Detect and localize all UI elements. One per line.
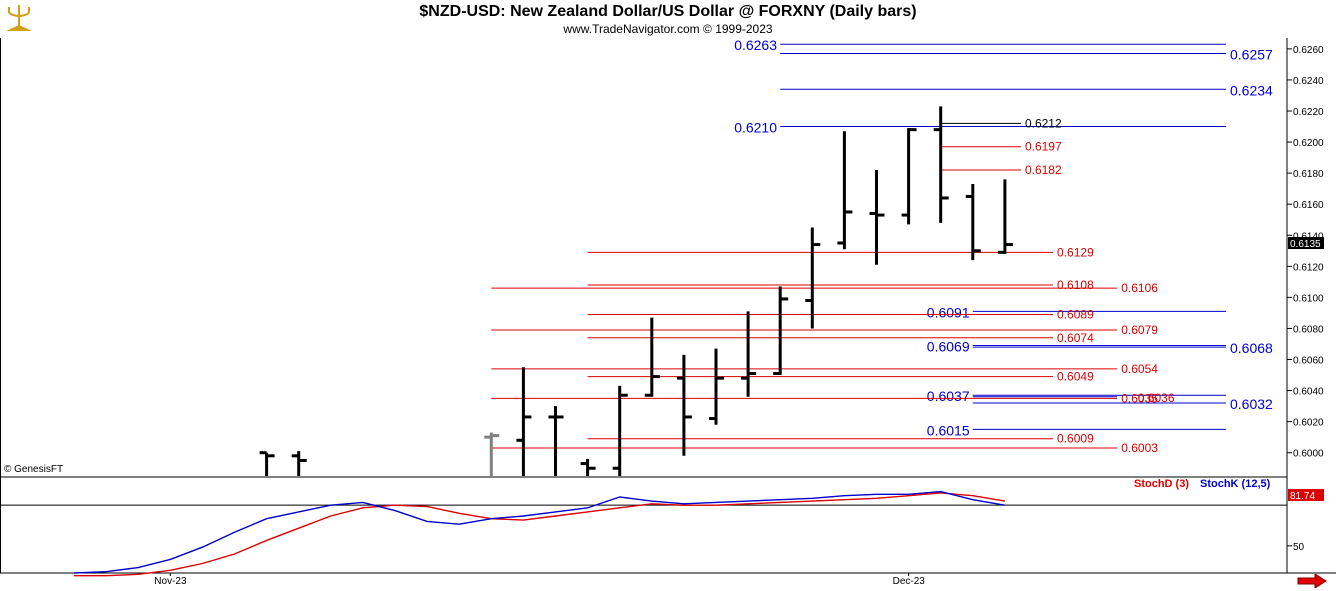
fib-level-label: 0.6263 <box>734 37 777 53</box>
fib-level-label: 0.6009 <box>1057 432 1094 446</box>
fib-level-label: 0.6257 <box>1230 47 1273 63</box>
time-axis: Nov-23 Dec-23 <box>154 573 925 587</box>
stoch-last-value-label: 81.74 <box>1290 491 1315 502</box>
fib-level-label: 0.6074 <box>1057 331 1094 345</box>
ohlc-bars <box>259 106 1013 476</box>
fib-level-label: 0.6015 <box>927 422 970 438</box>
fib-level-label: 0.6079 <box>1121 323 1158 337</box>
legend-stochd: StochD (3) <box>1134 478 1189 490</box>
fib-level-label: 0.6032 <box>1230 396 1273 412</box>
fib-level-label: 0.6068 <box>1230 340 1273 356</box>
price-tick-label: 0.6260 <box>1293 45 1324 56</box>
last-price-box <box>1288 237 1324 250</box>
stoch-line <box>74 492 1006 577</box>
fib-level-label: 0.6091 <box>927 304 970 320</box>
fib-level-label: 0.6069 <box>927 339 970 355</box>
price-tick-label: 0.6040 <box>1293 387 1324 398</box>
stochastic-panel: 50 81.74 StochD (3) StochK (12,5) <box>0 478 1324 577</box>
stoch-tick-label: 50 <box>1293 542 1305 553</box>
price-tick-label: 0.6180 <box>1293 169 1324 180</box>
copyright-label: © GenesisFT <box>4 464 63 475</box>
price-tick-label: 0.6020 <box>1293 418 1324 429</box>
price-tick-label: 0.6060 <box>1293 356 1324 367</box>
fib-level-label: 0.6234 <box>1230 82 1273 98</box>
fib-level-label: 0.6003 <box>1121 441 1158 455</box>
fib-level-label: 0.6197 <box>1025 140 1062 154</box>
left-border <box>0 38 1 573</box>
price-tick-label: 0.6120 <box>1293 262 1324 273</box>
fib-level-label: 0.6036 <box>1138 391 1175 405</box>
scroll-right-icon[interactable] <box>1297 574 1327 588</box>
price-axis: 0.6260 0.6240 0.6220 0.6200 0.6180 0.6160 0.61… <box>1287 45 1324 460</box>
price-tick-label: 0.6160 <box>1293 200 1324 211</box>
fib-level-label: 0.6108 <box>1057 278 1094 292</box>
last-price-label: 0.6135 <box>1290 239 1321 250</box>
fib-level-label: 0.6212 <box>1025 116 1062 130</box>
chart-title: $NZD-USD: New Zealand Dollar/US Dollar @… <box>419 3 917 20</box>
stoch-line <box>73 490 1006 574</box>
fib-level-label: 0.6037 <box>927 388 970 404</box>
fib-level-label: 0.6049 <box>1057 370 1094 384</box>
time-tick-label: Dec-23 <box>893 576 926 587</box>
price-tick-label: 0.6100 <box>1293 293 1324 304</box>
price-tick-label: 0.6000 <box>1293 449 1324 460</box>
chart-subtitle: www.TradeNavigator.com © 1999-2023 <box>563 22 773 36</box>
fib-level-label: 0.6106 <box>1121 281 1158 295</box>
fib-level-label: 0.6210 <box>734 120 777 136</box>
fib-level-label: 0.6089 <box>1057 307 1094 321</box>
fib-level-label: 0.6182 <box>1025 163 1062 177</box>
price-tick-label: 0.6080 <box>1293 324 1324 335</box>
fibonacci-levels: 0.6263 0.6257 0.6234 0.6210 0.6212 0.6197 0.61… <box>491 37 1273 455</box>
fib-level-label: 0.6035 <box>1121 391 1158 405</box>
price-tick-label: 0.6220 <box>1293 107 1324 118</box>
legend-stochk: StochK (12,5) <box>1200 478 1271 490</box>
gold-pitchfork-logo-icon <box>6 5 32 31</box>
price-tick-label: 0.6140 <box>1293 231 1324 242</box>
price-tick-label: 0.6240 <box>1293 76 1324 87</box>
price-tick-label: 0.6200 <box>1293 138 1324 149</box>
stoch-last-value-box <box>1288 489 1324 501</box>
fib-level-label: 0.6054 <box>1121 362 1158 376</box>
time-tick-label: Nov-23 <box>154 576 187 587</box>
fib-level-label: 0.6129 <box>1057 245 1094 259</box>
